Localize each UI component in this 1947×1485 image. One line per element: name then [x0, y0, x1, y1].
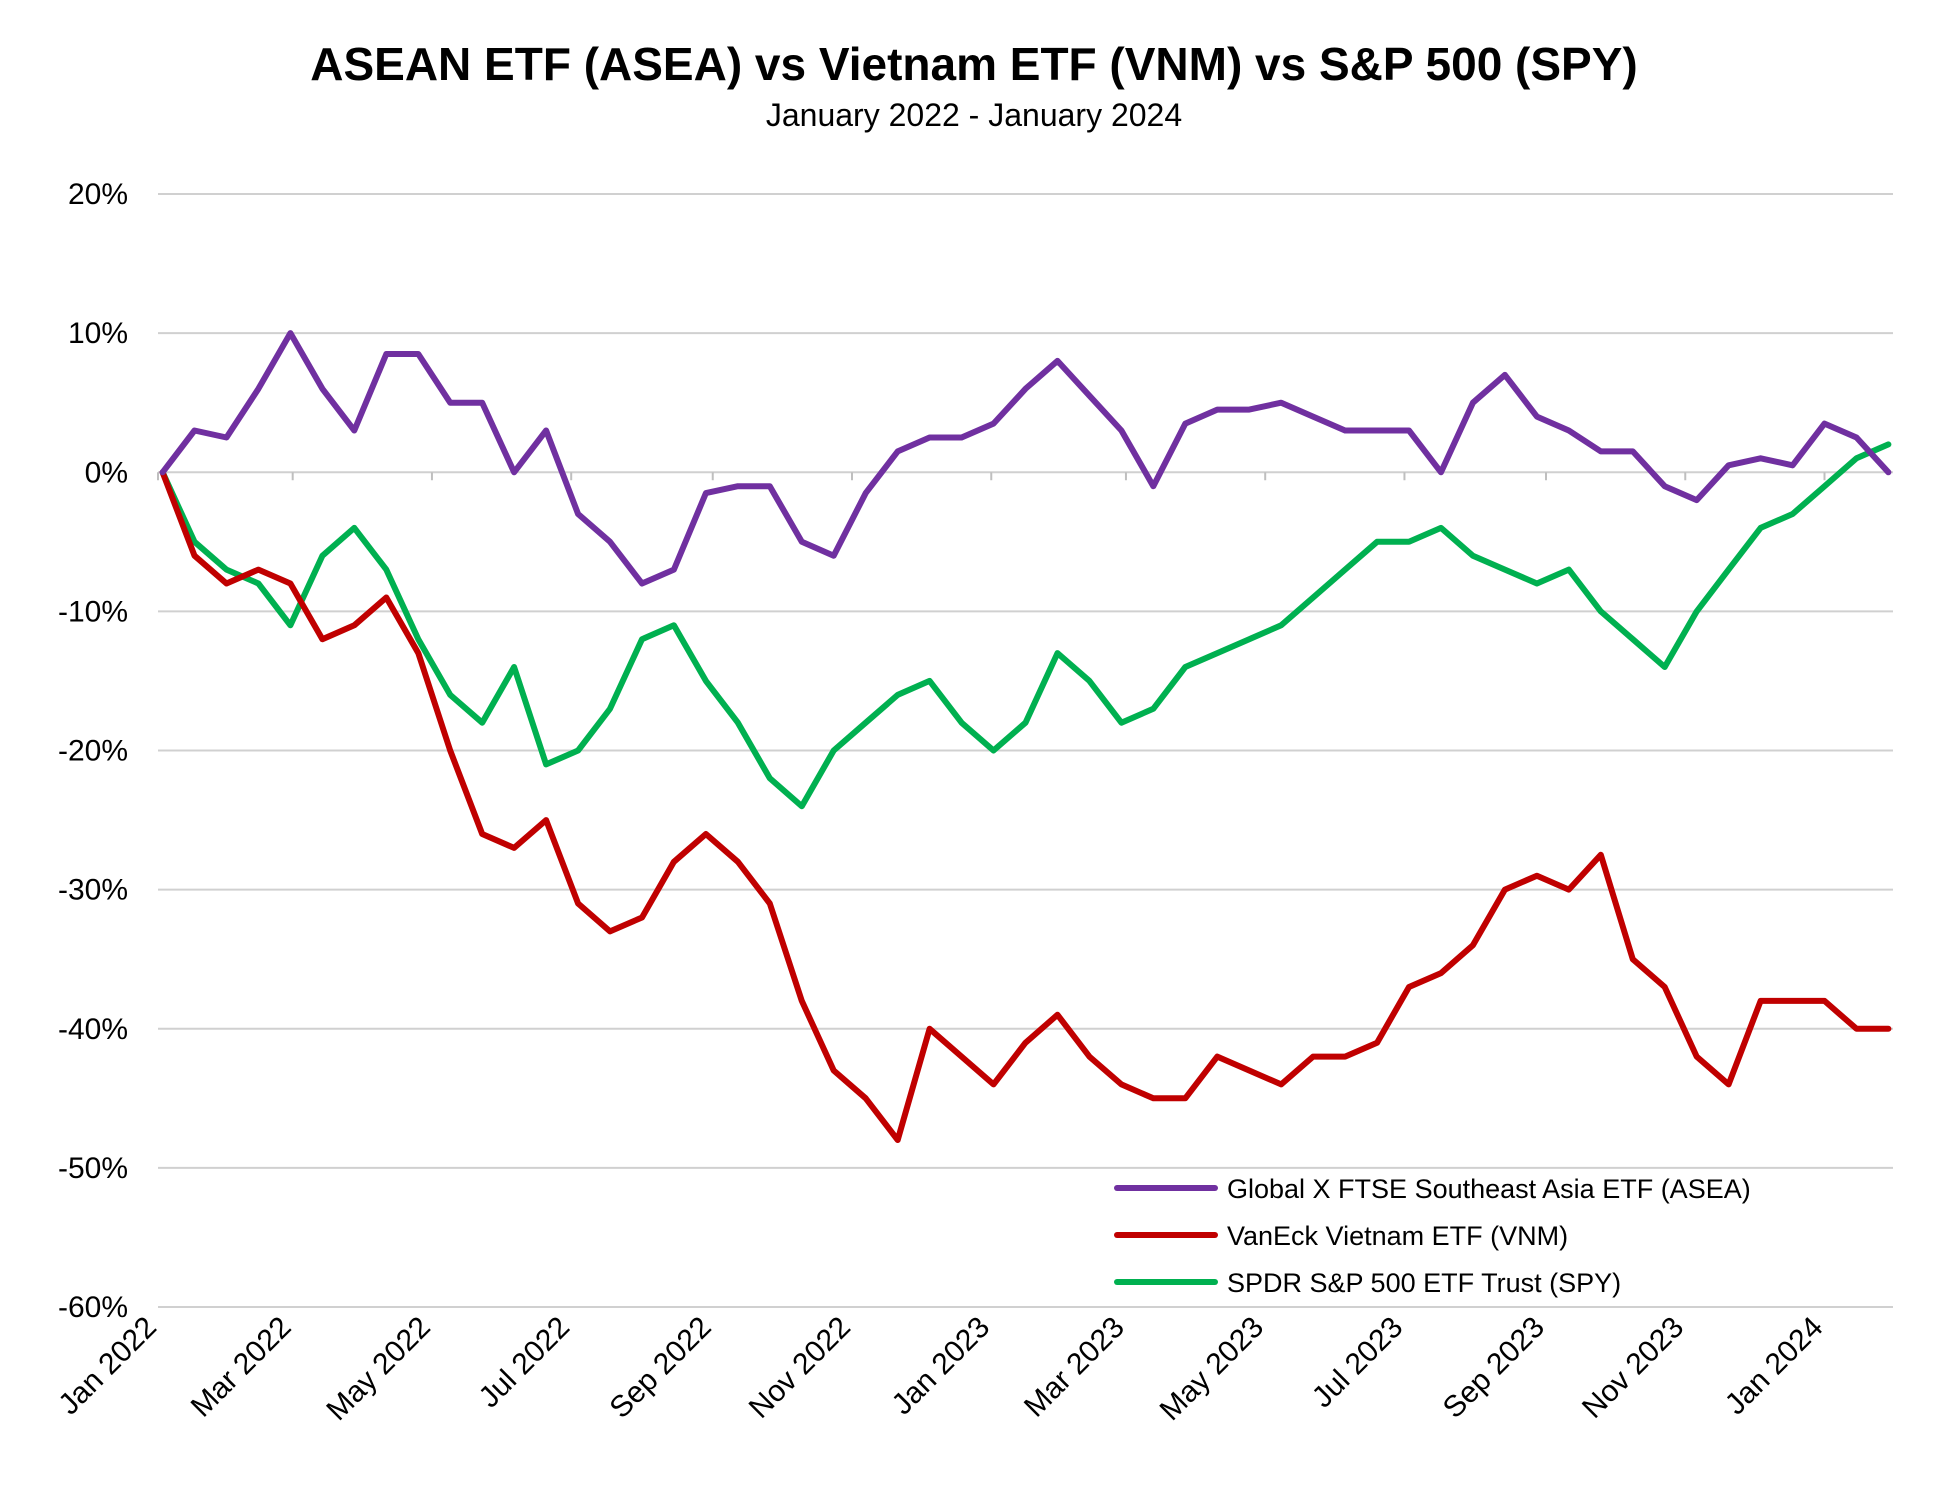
- y-tick-label: -30%: [58, 874, 128, 907]
- series-line: [159, 441, 1892, 810]
- series-lines: [159, 330, 1892, 1143]
- x-tick-label: Nov 2023: [1576, 1311, 1690, 1425]
- x-tick-label: Nov 2022: [743, 1311, 857, 1425]
- y-tick-label: -40%: [58, 1013, 128, 1046]
- y-tick-label: 10%: [68, 317, 128, 350]
- gridlines: [157, 193, 1893, 1308]
- x-tick-label: Jan 2022: [52, 1311, 163, 1422]
- y-tick-label: 0%: [85, 456, 128, 489]
- x-tick-label: Mar 2023: [1018, 1311, 1131, 1424]
- x-tick-label: Jan 2024: [1719, 1311, 1830, 1422]
- x-tick-label: May 2023: [1154, 1311, 1270, 1427]
- x-tick-label: Sep 2023: [1437, 1311, 1551, 1425]
- x-tick-label: Sep 2022: [604, 1311, 718, 1425]
- x-tick-label: Mar 2022: [185, 1311, 298, 1424]
- y-tick-label: -50%: [58, 1152, 128, 1185]
- legend-label: VanEck Vietnam ETF (VNM): [1227, 1221, 1568, 1251]
- x-tick-label: Jul 2022: [473, 1311, 577, 1415]
- legend-label: Global X FTSE Southeast Asia ETF (ASEA): [1227, 1174, 1751, 1204]
- chart-title: ASEAN ETF (ASEA) vs Vietnam ETF (VNM) vs…: [310, 38, 1638, 90]
- x-tick-label: Jul 2023: [1306, 1311, 1410, 1415]
- y-tick-label: -20%: [58, 735, 128, 768]
- series-line: [159, 469, 1892, 1143]
- y-axis-ticks: 20% 10% 0% -10% -20% -30% -40% -50% -60%: [58, 178, 128, 1324]
- x-tick-label: Jan 2023: [886, 1311, 997, 1422]
- y-tick-label: -60%: [58, 1291, 128, 1324]
- y-tick-label: 20%: [68, 178, 128, 211]
- chart-subtitle: January 2022 - January 2024: [766, 97, 1182, 133]
- x-tick-label: May 2022: [320, 1311, 436, 1427]
- series-line: [159, 330, 1892, 587]
- legend-label: SPDR S&P 500 ETF Trust (SPY): [1227, 1268, 1621, 1298]
- y-tick-label: -10%: [58, 595, 128, 628]
- legend: Global X FTSE Southeast Asia ETF (ASEA) V…: [1114, 1174, 1751, 1298]
- x-axis-ticks: Jan 2022 Mar 2022 May 2022 Jul 2022 Sep 2022…: [52, 1311, 1829, 1427]
